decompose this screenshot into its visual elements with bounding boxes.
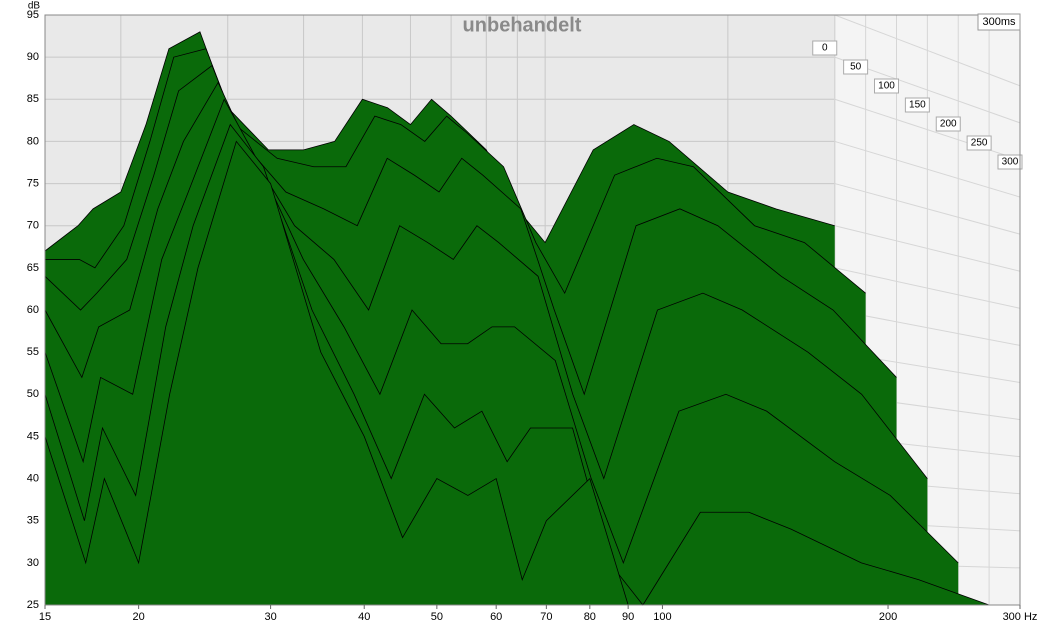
x-tick-label: 200 xyxy=(879,611,897,623)
y-tick-label: 40 xyxy=(27,472,39,484)
slice-line xyxy=(44,123,990,606)
x-tick-label: 40 xyxy=(358,611,370,623)
depth-tick-box xyxy=(843,59,869,75)
slice-line xyxy=(45,48,866,295)
y-tick-label: 75 xyxy=(27,177,39,189)
depth-label: 300ms xyxy=(982,16,1016,28)
depth-tick-label: 300 xyxy=(1002,157,1019,168)
x-tick-label: 20 xyxy=(133,611,145,623)
slice-line xyxy=(44,81,928,480)
depth-tick-label: 0 xyxy=(822,43,828,54)
chart-title: unbehandelt xyxy=(463,14,582,36)
y-tick-label: 65 xyxy=(27,262,39,274)
x-tick-label: 30 xyxy=(264,611,276,623)
y-tick-label: 95 xyxy=(27,9,39,21)
depth-tick-box xyxy=(874,78,899,94)
y-tick-label: 85 xyxy=(27,93,39,105)
depth-tick-label: 50 xyxy=(850,62,862,73)
depth-tick-box xyxy=(935,116,961,132)
y-tick-label: 80 xyxy=(27,135,39,147)
y-tick-label: 35 xyxy=(27,515,39,527)
frame xyxy=(44,14,1021,606)
x-tick-label: 50 xyxy=(431,611,443,623)
y-tick-label: 60 xyxy=(27,304,39,316)
depth-tick-box xyxy=(997,154,1023,170)
y-tick-label: 90 xyxy=(27,51,39,63)
y-tick-label: 55 xyxy=(27,346,39,358)
y-tick-label: 30 xyxy=(27,557,39,569)
x-tick-label: 15 xyxy=(39,611,51,623)
x-tick-label: 300 Hz xyxy=(1003,611,1038,623)
y-tick-label: 25 xyxy=(27,599,39,611)
y-tick-label: 50 xyxy=(27,388,39,400)
depth-tick-label: 100 xyxy=(878,81,895,92)
slice-fill xyxy=(45,141,1020,605)
slice-line xyxy=(44,98,959,564)
depth-label-box xyxy=(977,13,1021,31)
x-tick-label: 70 xyxy=(540,611,552,623)
x-tick-label: 80 xyxy=(584,611,596,623)
x-tick-label: 90 xyxy=(622,611,634,623)
depth-tick-label: 200 xyxy=(940,119,957,130)
depth-tick-box xyxy=(812,40,838,56)
x-tick-label: 60 xyxy=(490,611,502,623)
depth-tick-box xyxy=(966,135,992,151)
slice-line xyxy=(44,64,897,396)
y-tick-label: 45 xyxy=(27,430,39,442)
depth-tick-label: 250 xyxy=(971,138,988,149)
y-label: dB xyxy=(28,1,41,12)
depth-tick-label: 150 xyxy=(909,100,926,111)
x-tick-label: 100 xyxy=(653,611,671,623)
slice-line xyxy=(44,31,835,252)
y-tick-label: 70 xyxy=(27,220,39,232)
depth-tick-box xyxy=(904,97,930,113)
